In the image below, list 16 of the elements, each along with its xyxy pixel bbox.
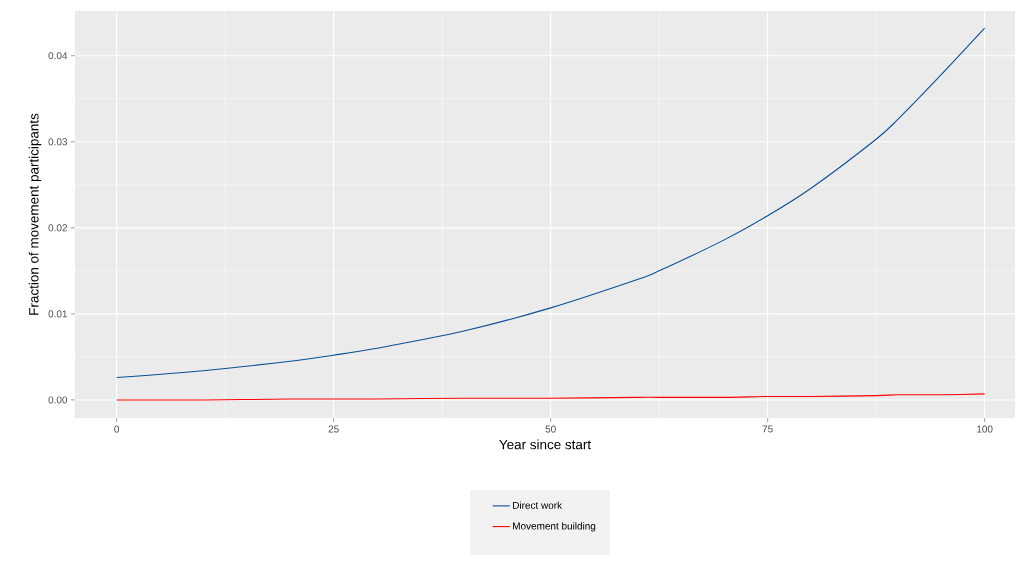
y-axis-title: Fraction of movement participants: [28, 113, 42, 315]
y-tick-label: 0.02: [48, 224, 67, 232]
x-tick-label: 50: [545, 425, 556, 433]
x-tick-label: 25: [328, 425, 339, 433]
legend-label: Direct work: [513, 501, 563, 509]
x-tick-label: 75: [762, 425, 773, 433]
y-tick-label: 0.01: [48, 310, 67, 318]
legend-label: Movement building: [513, 522, 596, 532]
x-axis-title: Year since start: [499, 439, 591, 450]
x-tick-label: 0: [114, 425, 120, 433]
line-series: [116, 393, 986, 401]
y-tick-label: 0.04: [48, 52, 68, 60]
y-tick-label: 0.00: [48, 396, 68, 404]
x-tick-label: 100: [977, 425, 993, 433]
y-tick-label: 0.03: [48, 138, 68, 146]
line-series: [116, 27, 986, 379]
